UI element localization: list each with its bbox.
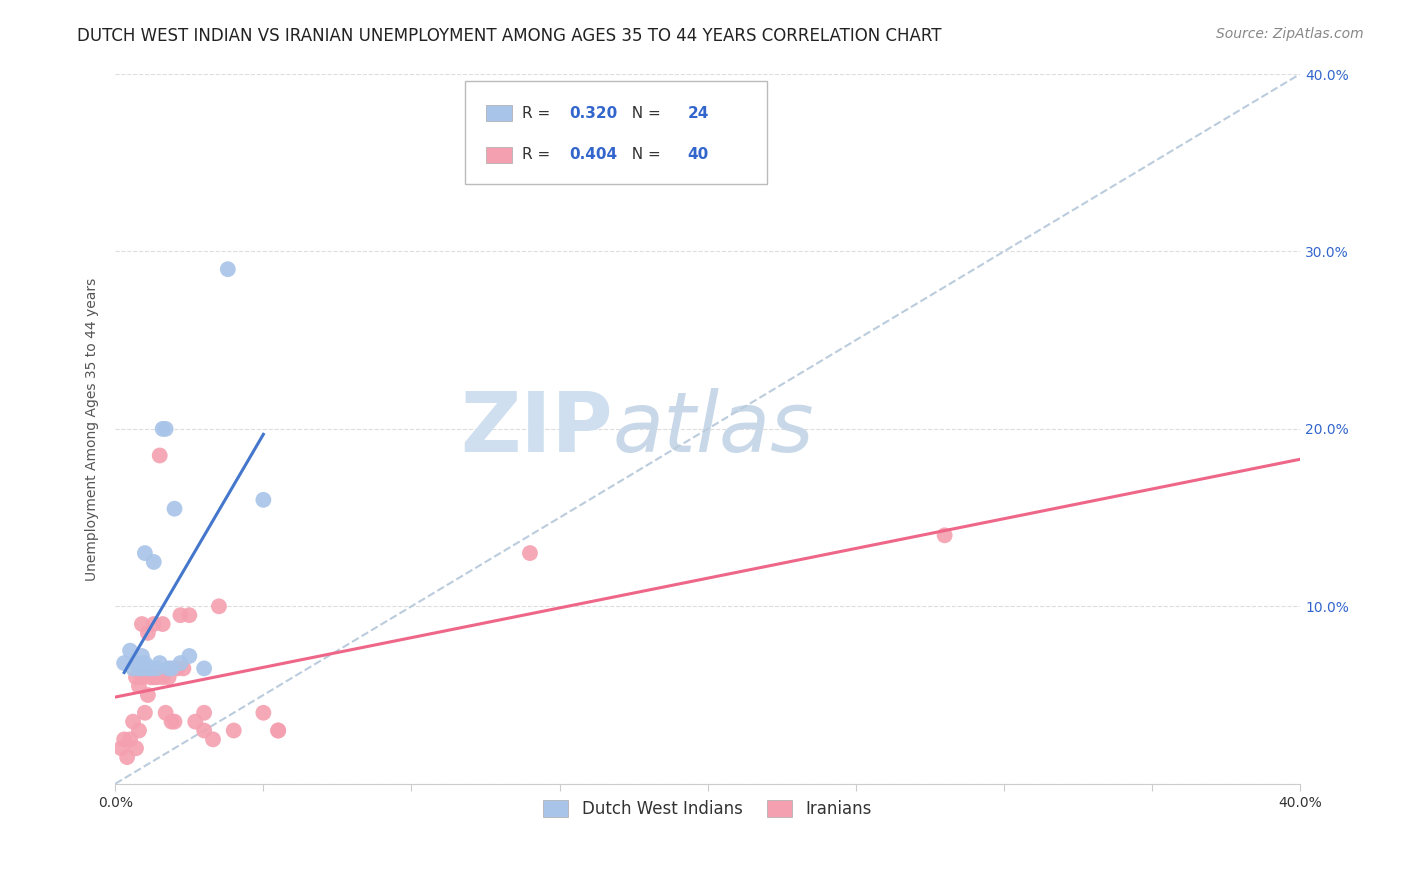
Point (115, 750, 138, 764)
Point (131, 670, 153, 684)
Point (252, 706, 274, 720)
Point (193, 706, 215, 720)
Point (131, 648, 153, 663)
Legend: Dutch West Indians, Iranians: Dutch West Indians, Iranians (537, 794, 879, 825)
Point (152, 617, 174, 632)
Point (131, 617, 153, 632)
Point (120, 732, 142, 747)
Text: 24: 24 (688, 105, 709, 120)
Point (139, 661, 162, 675)
Point (163, 501, 186, 516)
Text: atlas: atlas (613, 388, 814, 469)
Point (134, 706, 156, 720)
Point (267, 723, 290, 738)
Point (149, 449, 172, 463)
Point (169, 608, 191, 623)
Point (134, 656, 156, 670)
Text: R =: R = (522, 105, 555, 120)
Point (145, 670, 167, 684)
Text: 0.320: 0.320 (569, 105, 617, 120)
Point (155, 706, 177, 720)
Point (149, 656, 172, 670)
Point (160, 661, 183, 675)
Point (145, 661, 167, 675)
Point (136, 661, 159, 675)
Point (134, 546, 156, 560)
Point (179, 648, 201, 663)
Point (110, 741, 132, 756)
Point (202, 732, 225, 747)
Text: R =: R = (522, 147, 555, 162)
Text: ZIP: ZIP (460, 388, 613, 469)
Point (267, 723, 290, 738)
Text: 40: 40 (688, 147, 709, 162)
Text: N =: N = (623, 147, 666, 162)
Point (142, 555, 165, 569)
Point (136, 688, 159, 702)
Point (152, 422, 174, 436)
Point (125, 741, 148, 756)
Point (184, 714, 207, 729)
Text: N =: N = (623, 105, 666, 120)
Point (120, 643, 142, 657)
Point (128, 723, 150, 738)
Point (519, 546, 541, 560)
Point (157, 670, 180, 684)
Point (128, 679, 150, 693)
Point (142, 617, 165, 632)
Point (160, 714, 183, 729)
FancyBboxPatch shape (465, 81, 766, 184)
Point (142, 670, 165, 684)
Point (166, 661, 188, 675)
Point (122, 661, 145, 675)
Point (179, 608, 201, 623)
Point (112, 732, 135, 747)
Point (125, 670, 148, 684)
Point (125, 656, 148, 670)
Point (208, 599, 231, 614)
Y-axis label: Unemployment Among Ages 35 to 44 years: Unemployment Among Ages 35 to 44 years (86, 277, 100, 581)
Point (128, 661, 150, 675)
Point (122, 714, 145, 729)
Bar (486, 147, 512, 162)
Point (155, 422, 177, 436)
Point (163, 714, 186, 729)
Point (934, 528, 956, 542)
Point (172, 661, 194, 675)
Point (222, 723, 245, 738)
Text: DUTCH WEST INDIAN VS IRANIAN UNEMPLOYMENT AMONG AGES 35 TO 44 YEARS CORRELATION : DUTCH WEST INDIAN VS IRANIAN UNEMPLOYMEN… (77, 27, 942, 45)
Point (157, 661, 180, 675)
Point (193, 723, 215, 738)
Point (169, 656, 191, 670)
Point (139, 670, 162, 684)
Point (152, 670, 174, 684)
Point (112, 656, 135, 670)
Text: 0.404: 0.404 (569, 147, 617, 162)
Bar (486, 105, 512, 120)
Point (217, 262, 239, 277)
Point (131, 661, 153, 675)
Point (252, 492, 274, 507)
Point (193, 661, 215, 675)
Point (136, 626, 159, 640)
Text: Source: ZipAtlas.com: Source: ZipAtlas.com (1216, 27, 1364, 41)
